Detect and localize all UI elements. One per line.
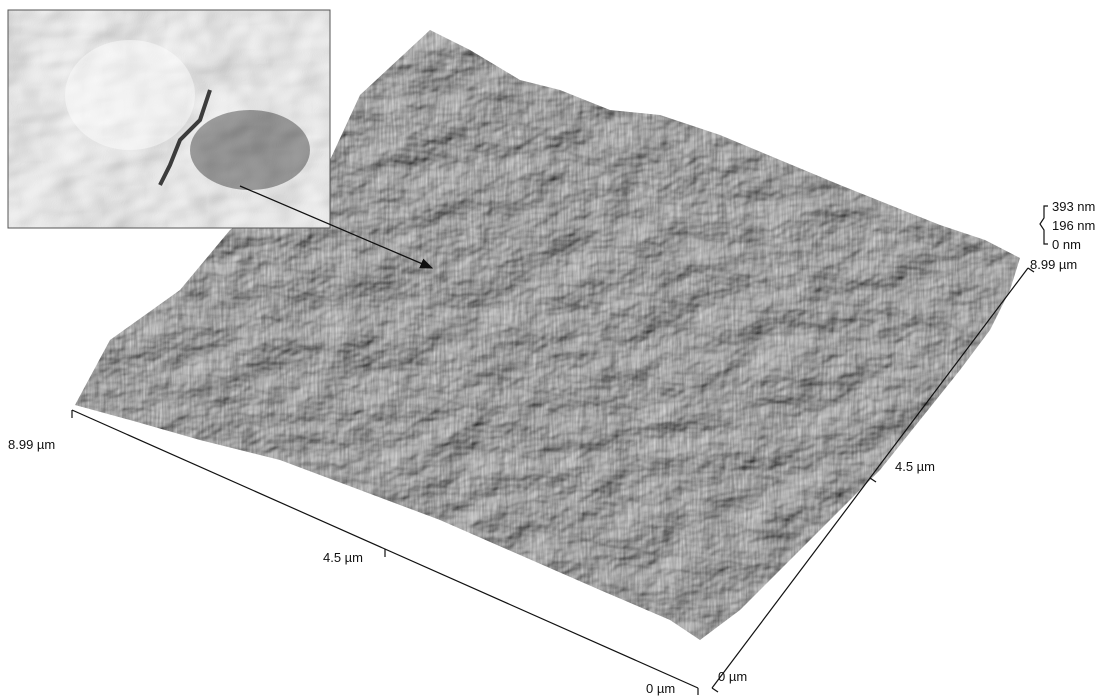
right-axis-end-label: 8.99 µm [1030, 257, 1078, 272]
z-scale-min-label: 0 nm [1052, 237, 1081, 252]
z-scale-mid-label: 196 nm [1052, 218, 1096, 233]
front-axis-origin-label: 0 µm [646, 681, 676, 696]
pointer-arrow [239, 185, 434, 269]
right-axis-mid-label: 4.5 µm [895, 459, 936, 474]
right-axis [711, 267, 1035, 693]
z-scale-max-label: 393 nm [1052, 199, 1096, 214]
front-axis-mid-label: 4.5 µm [323, 550, 364, 565]
front-axis [71, 409, 699, 695]
right-axis-origin-label: 0 µm [718, 669, 748, 684]
front-axis-end-label: 8.99 µm [8, 437, 56, 452]
z-scale-bracket [1039, 205, 1048, 245]
inset-zoom-image [7, 9, 331, 229]
